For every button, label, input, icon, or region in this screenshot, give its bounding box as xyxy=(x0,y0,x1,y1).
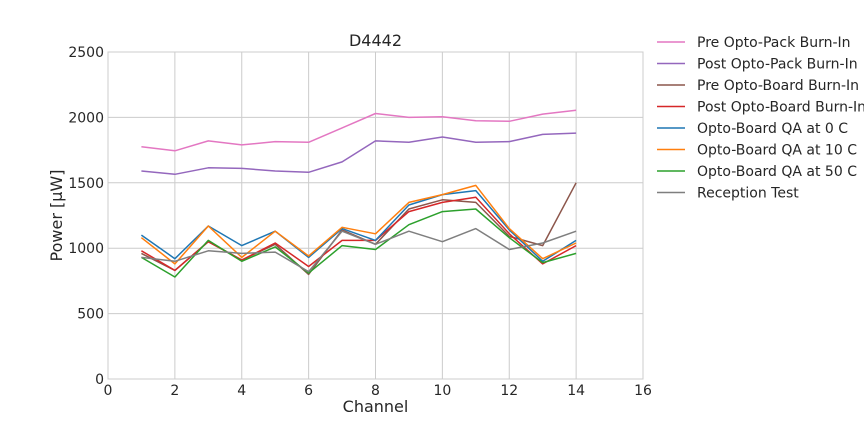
x-tick-label: 2 xyxy=(170,383,179,399)
legend-label-pre-opto-board-burn-in: Pre Opto-Board Burn-In xyxy=(697,78,859,94)
legend-label-reception-test: Reception Test xyxy=(697,186,799,202)
series-line-opto-board-qa-at-50-c xyxy=(141,208,577,278)
x-axis-ticks: 0 2 4 6 8 10 12 14 16 xyxy=(104,383,652,399)
legend-label-post-opto-pack-burn-in: Post Opto-Pack Burn-In xyxy=(697,57,858,73)
legend-label-opto-board-qa-at-10-c: Opto-Board QA at 10 C xyxy=(697,143,857,159)
legend-label-pre-opto-pack-burn-in: Pre Opto-Pack Burn-In xyxy=(697,35,851,51)
series-line-post-opto-pack-burn-in xyxy=(141,132,577,176)
series-line-opto-board-qa-at-10-c xyxy=(140,184,577,265)
y-tick-label: 2000 xyxy=(68,110,104,126)
legend-label-opto-board-qa-at-0-c: Opto-Board QA at 0 C xyxy=(697,121,848,137)
y-axis-label: Power [μW] xyxy=(47,170,66,262)
y-tick-label: 2500 xyxy=(68,45,104,61)
y-tick-label: 1500 xyxy=(68,176,104,192)
y-tick-label: 0 xyxy=(95,372,104,388)
x-axis-label: Channel xyxy=(343,397,409,416)
x-tick-label: 6 xyxy=(304,383,313,399)
x-tick-label: 0 xyxy=(104,383,113,399)
x-tick-label: 12 xyxy=(500,383,518,399)
plot-area xyxy=(107,51,644,380)
legend-label-opto-board-qa-at-50-c: Opto-Board QA at 50 C xyxy=(697,164,857,180)
legend-label-post-opto-board-burn-in: Post Opto-Board Burn-In xyxy=(697,100,864,116)
series-line-reception-test xyxy=(141,227,577,273)
x-tick-label: 10 xyxy=(433,383,451,399)
series-line-opto-board-qa-at-0-c xyxy=(140,189,577,263)
grid xyxy=(107,51,644,380)
legend: Pre Opto-Pack Burn-In Post Opto-Pack Burn… xyxy=(657,35,864,202)
y-tick-label: 1000 xyxy=(68,241,104,257)
x-tick-label: 14 xyxy=(567,383,585,399)
x-tick-label: 8 xyxy=(371,383,380,399)
y-axis-ticks: 0 500 1000 1500 2000 2500 xyxy=(68,45,104,388)
series-lines xyxy=(140,109,577,278)
x-tick-label: 16 xyxy=(634,383,652,399)
series-line-pre-opto-pack-burn-in xyxy=(141,109,577,152)
x-tick-label: 4 xyxy=(237,383,246,399)
chart-title: D4442 xyxy=(349,31,402,50)
y-tick-label: 500 xyxy=(77,307,104,323)
